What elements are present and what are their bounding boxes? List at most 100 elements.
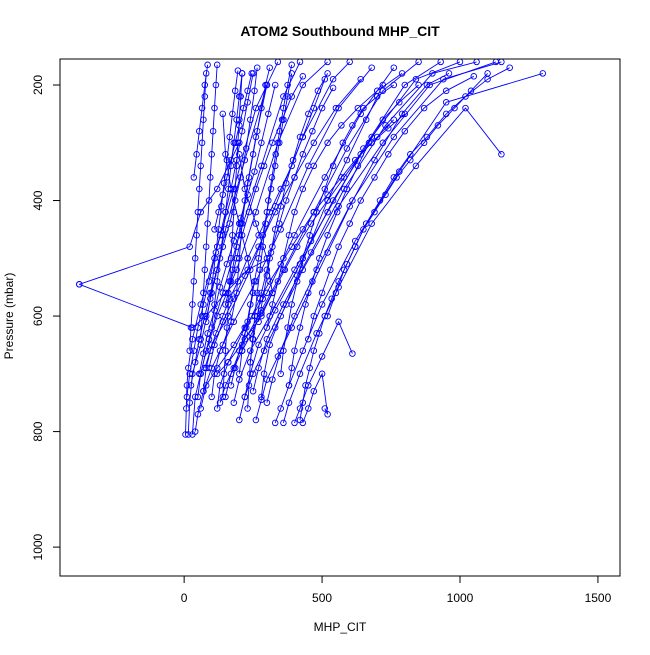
series-line — [227, 67, 271, 293]
series-line — [299, 73, 488, 421]
data-point — [234, 278, 242, 285]
data-point — [260, 347, 268, 354]
data-point — [271, 162, 279, 170]
series-line — [266, 61, 502, 403]
data-point — [299, 81, 307, 89]
series-31 — [208, 70, 246, 331]
data-point — [266, 64, 273, 71]
data-point — [186, 370, 193, 378]
data-point — [200, 289, 207, 297]
data-point — [245, 174, 253, 181]
data-point — [445, 70, 453, 77]
data-point — [310, 312, 318, 320]
data-point — [249, 387, 257, 395]
data-point — [324, 70, 331, 77]
data-point — [305, 405, 312, 412]
data-point — [318, 301, 326, 308]
data-point — [220, 179, 228, 187]
data-point — [227, 156, 235, 164]
data-point — [360, 226, 367, 233]
data-point — [309, 127, 316, 135]
data-point — [226, 133, 233, 141]
series-line — [189, 73, 207, 351]
series-41 — [227, 110, 409, 389]
data-point — [462, 93, 469, 100]
data-point — [197, 162, 204, 170]
data-point — [269, 139, 276, 147]
data-point — [277, 260, 284, 268]
data-point — [207, 174, 214, 181]
data-point — [282, 179, 290, 187]
y-axis: 200 400 600 800 1000 — [31, 75, 61, 560]
series-line — [190, 67, 258, 386]
series-47 — [296, 70, 491, 424]
data-point — [258, 104, 265, 112]
data-point — [255, 231, 262, 239]
data-point — [293, 278, 301, 285]
data-point — [299, 347, 307, 354]
data-point — [271, 81, 279, 89]
data-point — [191, 255, 199, 262]
data-point — [249, 151, 257, 158]
data-point — [259, 295, 267, 302]
data-point — [368, 139, 375, 147]
data-point — [274, 278, 282, 285]
data-point — [316, 255, 323, 262]
data-point — [306, 231, 313, 239]
x-tick-label: 500 — [312, 591, 332, 605]
data-point — [253, 289, 261, 297]
data-point — [343, 260, 351, 268]
data-point — [218, 203, 225, 210]
data-point — [321, 312, 329, 320]
data-point — [223, 260, 231, 268]
series-line — [255, 73, 450, 421]
data-point — [291, 419, 298, 427]
data-point — [285, 382, 293, 389]
data-point — [198, 139, 206, 147]
data-point — [223, 156, 231, 164]
data-point — [299, 226, 307, 233]
data-point — [204, 220, 211, 227]
data-point — [244, 191, 251, 198]
data-point — [321, 174, 329, 181]
series-35 — [305, 73, 478, 343]
data-point — [333, 208, 341, 216]
data-point — [205, 278, 213, 285]
data-point — [362, 116, 370, 123]
data-point — [219, 393, 227, 401]
series-line — [216, 67, 395, 409]
chart-title: ATOM2 Southbound MHP_CIT — [240, 23, 440, 39]
data-point — [236, 416, 243, 424]
data-point — [227, 318, 235, 326]
data-point — [285, 399, 293, 406]
data-point — [277, 185, 284, 193]
x-axis: 0 500 1000 1500 — [181, 575, 612, 605]
data-point — [299, 255, 307, 262]
data-point — [289, 156, 297, 164]
series-line — [198, 84, 276, 374]
data-point — [484, 70, 491, 77]
data-point — [186, 243, 193, 250]
data-point — [288, 61, 295, 69]
data-point — [204, 330, 211, 337]
data-point — [216, 283, 224, 291]
data-point — [282, 197, 290, 204]
data-point — [349, 197, 356, 204]
data-point — [186, 347, 193, 354]
data-point — [271, 226, 279, 233]
data-point — [234, 139, 242, 147]
y-tick-label: 800 — [31, 421, 45, 441]
series-line — [222, 73, 243, 397]
data-point — [216, 399, 224, 406]
data-point — [251, 87, 258, 95]
data-point — [259, 243, 267, 250]
data-point — [349, 122, 356, 129]
data-point — [343, 145, 351, 152]
data-point — [201, 266, 209, 274]
data-point — [277, 312, 284, 320]
series-line — [230, 113, 406, 386]
data-point — [299, 151, 307, 158]
data-point — [220, 370, 228, 378]
